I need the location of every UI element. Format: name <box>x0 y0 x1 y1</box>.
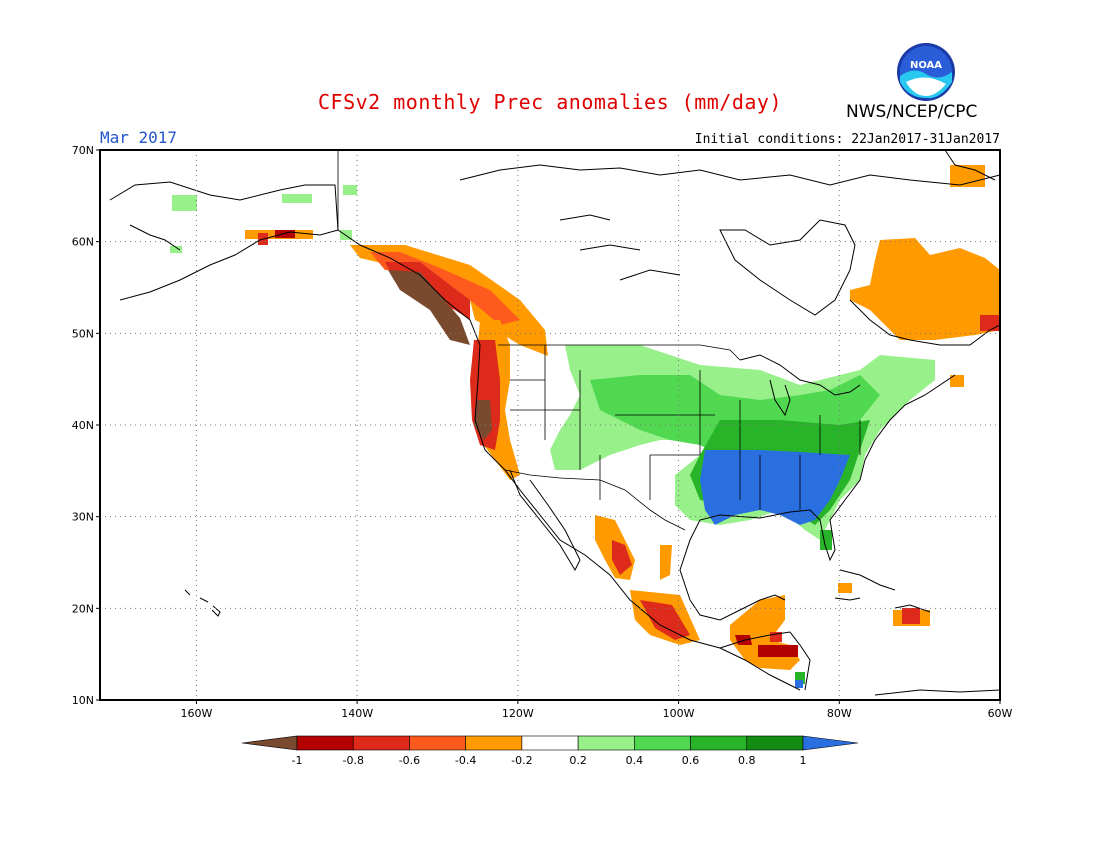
anomaly-fields <box>170 165 1000 688</box>
legend-swatch <box>521 735 579 751</box>
lon-tick-label: 100W <box>663 707 695 720</box>
legend-swatch <box>634 735 691 751</box>
forecast-month: Mar 2017 <box>100 128 178 147</box>
legend-label: -0.6 <box>399 754 420 767</box>
legend-label: -0.2 <box>511 754 532 767</box>
lat-tick-label: 40N <box>72 419 94 432</box>
lat-tick-labels: 70N 60N 50N 40N 30N 20N 10N <box>72 144 94 707</box>
noaa-logo-icon: NOAA <box>897 43 955 101</box>
lat-tick-label: 30N <box>72 511 94 524</box>
legend-swatch <box>352 735 410 751</box>
map-graticule <box>96 149 1001 704</box>
lon-tick-label: 80W <box>827 707 852 720</box>
legend-label: -0.8 <box>342 754 363 767</box>
political-borders <box>337 150 861 531</box>
legend-swatch-low <box>241 735 298 751</box>
lat-tick-label: 50N <box>72 327 94 340</box>
noaa-logo-text: NOAA <box>910 60 942 71</box>
legend-label: -1 <box>292 754 303 767</box>
legend-swatch <box>577 735 635 751</box>
map-title: CFSv2 monthly Prec anomalies (mm/day) <box>317 90 783 114</box>
legend-label: 0.8 <box>738 754 756 767</box>
lat-tick-label: 60N <box>72 236 94 249</box>
lat-tick-label: 20N <box>72 602 94 615</box>
legend-label: 1 <box>800 754 807 767</box>
legend-swatch <box>465 735 523 751</box>
lon-tick-label: 140W <box>341 707 373 720</box>
legend-swatch-high <box>802 735 859 751</box>
agency-label: NWS/NCEP/CPC <box>846 102 978 122</box>
color-legend: -1 -0.8 -0.6 -0.4 -0.2 0.2 0.4 0.6 0.8 1 <box>241 735 859 767</box>
legend-label: 0.2 <box>569 754 587 767</box>
lon-tick-label: 120W <box>502 707 534 720</box>
legend-label: 0.4 <box>626 754 644 767</box>
legend-swatch <box>409 735 466 751</box>
initial-conditions: Initial conditions: 22Jan2017-31Jan2017 <box>694 132 1000 147</box>
legend-swatch <box>296 735 354 751</box>
legend-label: -0.4 <box>455 754 476 767</box>
legend-label: 0.6 <box>682 754 700 767</box>
legend-swatch <box>690 735 748 751</box>
legend-swatch <box>746 735 804 751</box>
lon-tick-labels: 160W 140W 120W 100W 80W 60W <box>180 707 1012 720</box>
lon-tick-label: 60W <box>988 707 1013 720</box>
lat-tick-label: 10N <box>72 694 94 707</box>
lon-tick-label: 160W <box>180 707 212 720</box>
map-frame <box>99 149 1001 701</box>
lat-tick-label: 70N <box>72 144 94 157</box>
